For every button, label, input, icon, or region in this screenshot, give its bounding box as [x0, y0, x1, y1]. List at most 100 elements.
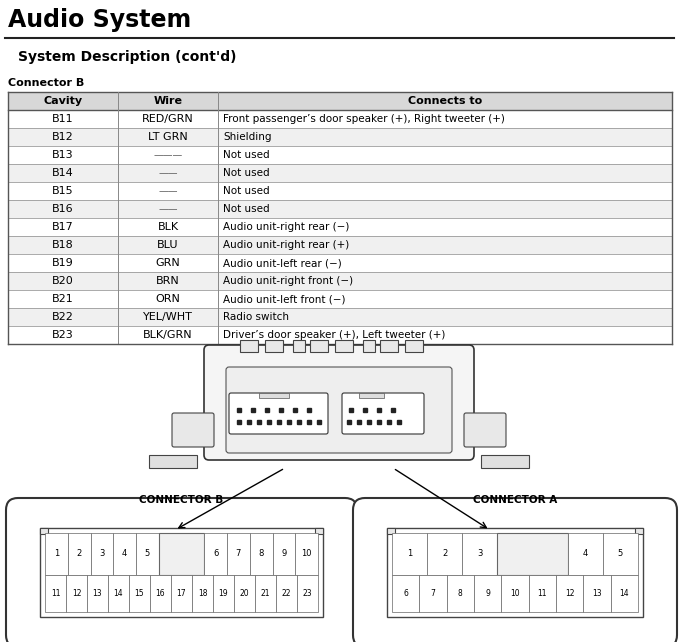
Text: 8: 8 — [458, 589, 462, 598]
Text: 7: 7 — [236, 550, 241, 559]
Text: System Description (cont'd): System Description (cont'd) — [18, 50, 236, 64]
Text: Audio unit-right front (−): Audio unit-right front (−) — [223, 276, 353, 286]
Bar — [136, 533, 159, 575]
Bar — [149, 455, 197, 468]
Text: 14: 14 — [113, 589, 124, 598]
Text: Not used: Not used — [223, 150, 270, 160]
Text: 11: 11 — [51, 589, 60, 598]
Bar — [315, 528, 323, 534]
Text: 6: 6 — [403, 589, 408, 598]
Bar — [363, 340, 375, 352]
Text: BLK/GRN: BLK/GRN — [143, 330, 193, 340]
Text: 2: 2 — [442, 550, 447, 559]
Text: 9: 9 — [281, 550, 287, 559]
Text: 17: 17 — [177, 589, 186, 598]
Bar — [8, 92, 672, 110]
Bar — [293, 340, 305, 352]
Bar — [265, 340, 283, 352]
Text: 8: 8 — [259, 550, 264, 559]
Text: B12: B12 — [52, 132, 74, 142]
Text: Wire: Wire — [153, 96, 183, 106]
Text: 9: 9 — [485, 589, 490, 598]
Text: 5: 5 — [618, 550, 623, 559]
Text: Connects to: Connects to — [408, 96, 482, 106]
Text: Not used: Not used — [223, 204, 270, 214]
Bar — [610, 575, 638, 612]
Text: B23: B23 — [52, 330, 74, 340]
Bar — [295, 533, 318, 575]
Text: B18: B18 — [52, 240, 74, 250]
Text: 2: 2 — [77, 550, 81, 559]
Text: ——: —— — [158, 204, 178, 214]
Bar — [66, 575, 87, 612]
FancyBboxPatch shape — [226, 367, 452, 453]
Bar — [297, 575, 318, 612]
FancyBboxPatch shape — [6, 498, 357, 642]
Text: YEL/WHT: YEL/WHT — [143, 312, 193, 322]
Text: B19: B19 — [52, 258, 74, 268]
FancyBboxPatch shape — [229, 393, 328, 434]
Text: 20: 20 — [240, 589, 249, 598]
Bar — [129, 575, 150, 612]
FancyBboxPatch shape — [353, 498, 677, 642]
Text: Connector B: Connector B — [8, 78, 84, 88]
FancyBboxPatch shape — [172, 413, 214, 447]
Bar — [603, 533, 638, 575]
Text: 4: 4 — [583, 550, 588, 559]
Text: B15: B15 — [52, 186, 74, 196]
Bar — [474, 575, 501, 612]
Text: Not used: Not used — [223, 168, 270, 178]
Bar — [392, 533, 427, 575]
Bar — [8, 200, 672, 218]
Text: Front passenger’s door speaker (+), Right tweeter (+): Front passenger’s door speaker (+), Righ… — [223, 114, 505, 124]
Text: 23: 23 — [303, 589, 312, 598]
Text: 14: 14 — [619, 589, 629, 598]
FancyBboxPatch shape — [204, 345, 474, 460]
Bar — [556, 575, 583, 612]
Text: 13: 13 — [592, 589, 602, 598]
Text: ——: —— — [158, 186, 178, 196]
Text: 13: 13 — [93, 589, 103, 598]
Bar — [171, 575, 192, 612]
Bar — [498, 533, 568, 575]
Bar — [192, 575, 213, 612]
Text: Audio unit-right rear (+): Audio unit-right rear (+) — [223, 240, 349, 250]
Text: CONNECTOR B: CONNECTOR B — [139, 495, 223, 505]
Bar — [447, 575, 474, 612]
Text: B14: B14 — [52, 168, 74, 178]
Bar — [8, 308, 672, 326]
Bar — [635, 528, 643, 534]
Text: Shielding: Shielding — [223, 132, 272, 142]
Text: CONNECTOR A: CONNECTOR A — [473, 495, 557, 505]
Text: 4: 4 — [122, 550, 127, 559]
Bar — [240, 340, 258, 352]
Text: 5: 5 — [145, 550, 150, 559]
Text: 3: 3 — [477, 550, 483, 559]
Bar — [255, 575, 276, 612]
Text: 1: 1 — [54, 550, 59, 559]
Bar — [583, 575, 610, 612]
Text: ORN: ORN — [155, 294, 181, 304]
Text: 15: 15 — [134, 589, 145, 598]
Text: 19: 19 — [219, 589, 228, 598]
Text: GRN: GRN — [155, 258, 181, 268]
Bar — [568, 533, 603, 575]
Text: 3: 3 — [99, 550, 105, 559]
Bar — [405, 340, 423, 352]
Text: ———: ——— — [153, 150, 183, 160]
Bar — [335, 340, 353, 352]
Bar — [45, 533, 68, 575]
Text: BLU: BLU — [158, 240, 179, 250]
Bar — [8, 164, 672, 182]
Text: Radio switch: Radio switch — [223, 312, 289, 322]
Bar — [462, 533, 498, 575]
Text: 10: 10 — [301, 550, 312, 559]
Bar — [150, 575, 171, 612]
Text: B13: B13 — [52, 150, 74, 160]
Bar — [276, 575, 297, 612]
Text: Audio System: Audio System — [8, 8, 191, 32]
Bar — [68, 533, 90, 575]
Text: Audio unit-right rear (−): Audio unit-right rear (−) — [223, 222, 350, 232]
Bar — [8, 272, 672, 290]
Bar — [427, 533, 462, 575]
